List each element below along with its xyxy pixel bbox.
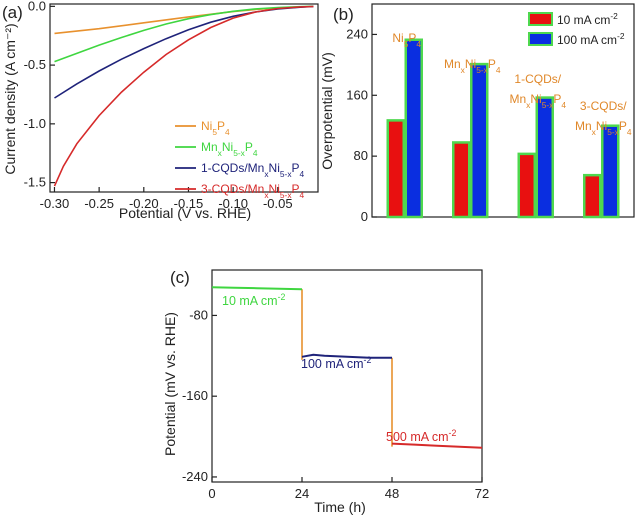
panel-c-step-label: 100 mA cm-2 xyxy=(301,355,371,371)
panel-a-legend-label: MnxNi5-xP4 xyxy=(201,140,258,158)
panel-b-bar xyxy=(404,38,423,219)
panel-b-category-label: Ni5P4 xyxy=(392,31,421,49)
panel-c-y-tick-label: -240 xyxy=(182,469,208,484)
panel-b-y-tick-label: 160 xyxy=(346,87,368,102)
panel-c-series-line xyxy=(211,286,303,291)
panel-a-x-tick-label: -0.10 xyxy=(218,196,248,211)
panel-c-x-axis-title: Time (h) xyxy=(314,499,366,515)
panel-c-x-tick-label: 24 xyxy=(295,486,309,501)
panel-b-bar xyxy=(517,152,536,219)
panel-c-series-line xyxy=(301,353,392,359)
panel-c-step-label: 500 mA cm-2 xyxy=(386,428,456,444)
panel-a-legend-label: Ni5P4 xyxy=(201,119,230,137)
panel-b-category-label: 1-CQDs/ xyxy=(514,72,561,86)
panel-b-y-tick-label: 0 xyxy=(361,209,368,224)
panel-c-y-tick-label: -80 xyxy=(189,307,208,322)
panel-a-polarization-curves: (a) -0.30 -0.25 -0.20 -0.15 -0.10 -0.05 0.0 -0.… xyxy=(2,0,319,221)
panel-c-step-label: 10 mA cm-2 xyxy=(222,292,285,308)
panel-a-y-tick-label: -1.5 xyxy=(24,175,46,190)
panel-a-y-tick-label: -1.0 xyxy=(24,116,46,131)
panel-c-x-tick-label: 0 xyxy=(208,486,215,501)
panel-b-y-axis-title: Overpotential (mV) xyxy=(319,52,335,169)
panel-b-bar xyxy=(601,124,620,219)
panel-b-bar xyxy=(535,96,554,219)
panel-b-plot-frame xyxy=(371,3,635,218)
panel-a-x-tick-label: -0.05 xyxy=(263,196,293,211)
panel-b-bar xyxy=(386,119,405,219)
panel-b-overpotential-bars: (b) 0 80 160 240 Ni5P4 MnxNi5-xP4 1-CQDs/MnxN… xyxy=(319,3,635,224)
panel-a-y-axis-title: Current density (A cm⁻²) xyxy=(2,23,18,174)
panel-b-bar xyxy=(583,173,602,219)
panel-a-y-tick-label: 0.0 xyxy=(28,0,46,13)
panel-c-series-line xyxy=(391,442,483,449)
panel-a-x-tick-label: -0.20 xyxy=(129,196,159,211)
panel-a-legend-label: 3-CQDs/MnxNi5-xP4 xyxy=(201,182,305,200)
panel-b-bar xyxy=(452,141,471,219)
panel-b-label: (b) xyxy=(333,5,354,24)
panel-b-category-label: MnxNi5-xP4 xyxy=(575,119,632,137)
panel-c-x-tick-label: 72 xyxy=(475,486,489,501)
panel-a-legend: Ni5P4 MnxNi5-xP4 1-CQDs/MnxNi5-xP4 3-CQDs/M… xyxy=(175,119,305,200)
panel-a-plot-frame xyxy=(49,3,319,193)
panel-b-y-tick-label: 80 xyxy=(354,148,368,163)
panel-a-x-tick-label: -0.25 xyxy=(84,196,114,211)
panel-a-legend-label: 1-CQDs/MnxNi5-xP4 xyxy=(201,161,305,179)
panel-b-legend-label: 10 mA cm-2 xyxy=(557,11,618,27)
panel-a-x-tick-label: -0.30 xyxy=(40,196,70,211)
panel-b-legend: 10 mA cm-2 100 mA cm-2 xyxy=(528,11,625,47)
panel-b-bar xyxy=(470,62,489,219)
panel-a-series-line xyxy=(54,5,314,63)
panel-b-category-label: MnxNi5-xP4 xyxy=(509,92,566,110)
panel-b-y-tick-label: 240 xyxy=(346,26,368,41)
panel-b-category-label: MnxNi5-xP4 xyxy=(444,57,501,75)
panel-c-stability-test: (c) 0 24 48 72 -80 -160 -240 10 mA cm-2 100 mA … xyxy=(162,268,489,515)
panel-b-legend-swatch xyxy=(528,12,553,26)
panel-c-plot-frame xyxy=(211,269,483,483)
panel-c-y-tick-label: -160 xyxy=(182,388,208,403)
panel-a-x-tick-label: -0.15 xyxy=(174,196,204,211)
panel-a-y-tick-label: -0.5 xyxy=(24,57,46,72)
panel-c-label: (c) xyxy=(170,268,190,287)
panel-b-legend-label: 100 mA cm-2 xyxy=(557,31,625,47)
panel-b-legend-swatch xyxy=(528,32,553,46)
panel-c-x-tick-label: 48 xyxy=(385,486,399,501)
panel-a-x-axis-title: Potential (V vs. RHE) xyxy=(119,205,251,221)
panel-c-y-axis-title: Potential (mV vs. RHE) xyxy=(162,312,178,456)
panel-a-label: (a) xyxy=(2,3,23,22)
panel-a-series-line xyxy=(53,5,314,187)
panel-b-category-label: 3-CQDs/ xyxy=(580,99,627,113)
